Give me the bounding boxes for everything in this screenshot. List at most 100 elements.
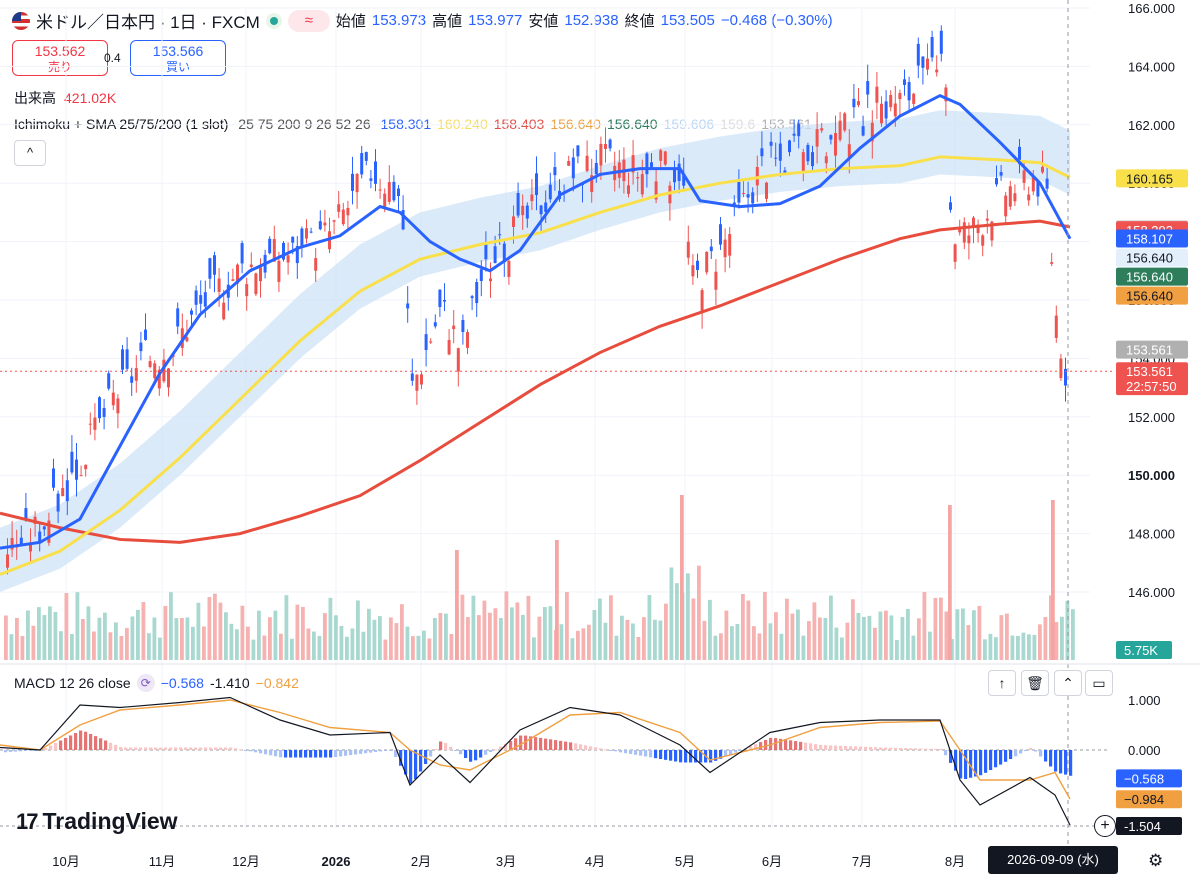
volume-bar	[257, 610, 261, 660]
time-tick-label: 12月	[232, 854, 259, 869]
collapse-pane-button[interactable]: ⌃	[1054, 670, 1082, 696]
macd-histogram-bar	[4, 750, 8, 753]
settings-loading-icon[interactable]: ⟳	[136, 674, 155, 692]
macd-histogram-bar	[644, 750, 648, 757]
candle-body	[663, 151, 667, 165]
sell-button[interactable]: 153.562 売り	[12, 40, 108, 76]
signal-line	[0, 699, 1071, 800]
volume-bar	[136, 609, 140, 660]
macd-histogram-bar	[924, 748, 928, 750]
volume-bar	[647, 594, 652, 660]
zoom-in-icon[interactable]: +	[1094, 815, 1116, 837]
price-axis[interactable]: 166.000 164.000 162.000 160.000 158.000 156.0…	[1128, 1, 1175, 600]
candle-body	[15, 546, 19, 548]
volume-bar	[620, 615, 624, 660]
candle-body	[783, 170, 787, 175]
candle-body	[300, 228, 304, 246]
delete-pane-button[interactable]: 🗑	[1021, 670, 1049, 696]
macd-histogram-bar	[84, 731, 88, 750]
macd-histogram-bar	[1059, 750, 1063, 774]
macd-histogram-bar	[294, 750, 298, 758]
macd-histogram-bar	[704, 750, 708, 763]
candle-body	[364, 152, 368, 161]
volume-bar	[394, 623, 399, 660]
macd-histogram-bar	[904, 748, 908, 750]
candle-body	[953, 244, 957, 262]
candle-body	[176, 308, 180, 327]
symbol-title[interactable]: 米ドル／日本円 · 1日 · FXCM	[36, 13, 260, 32]
candle-body	[107, 373, 111, 389]
macd-histogram-bar	[829, 745, 833, 750]
collapse-legend-button[interactable]: ^	[14, 140, 46, 166]
macd-histogram-bar	[799, 741, 803, 750]
time-axis[interactable]: 10月 11月 12月 2026 2月 3月 4月 5月 6月 7月 8月	[52, 854, 965, 869]
volume-bar	[273, 610, 278, 660]
macd-histogram-bar	[29, 750, 33, 751]
candle-body	[898, 93, 902, 100]
candle-body	[673, 168, 676, 183]
time-tick-label: 4月	[585, 854, 605, 869]
chart-settings-gear-icon[interactable]: ⚙	[1148, 851, 1164, 870]
macd-histogram-bar	[874, 747, 878, 750]
macd-histogram-bar	[169, 747, 173, 750]
volume-bar	[1060, 616, 1064, 660]
volume-bar	[812, 602, 817, 660]
macd-histogram-bar	[624, 750, 628, 754]
macd-label: -1.504	[1124, 819, 1161, 834]
macd-histogram-bar	[324, 750, 328, 758]
macd-histogram-bar	[599, 748, 603, 750]
volume-bar	[246, 626, 250, 660]
volume-bar	[664, 603, 668, 660]
volume-bar	[361, 631, 366, 660]
volume-bar	[367, 608, 371, 660]
candle-body	[56, 493, 60, 512]
macd-histogram-bar	[364, 750, 368, 754]
maximize-pane-button[interactable]: ▭	[1085, 670, 1113, 696]
candle-body	[148, 361, 152, 367]
macd-histogram-bar	[504, 743, 508, 750]
candle-body	[962, 222, 966, 243]
volume-bar	[818, 617, 822, 660]
candle-body	[613, 165, 617, 181]
candle-body	[870, 122, 874, 142]
wave-icon[interactable]: ≈	[287, 9, 330, 32]
candle-body	[502, 243, 506, 263]
volume-bar	[229, 623, 234, 660]
macd-histogram-bar	[494, 749, 498, 751]
candle-body	[29, 543, 32, 552]
candle-body	[75, 459, 78, 480]
candle-body	[691, 265, 695, 277]
volume-bar	[119, 636, 124, 660]
macd-histogram-bar	[899, 747, 903, 750]
candle-body	[374, 161, 377, 184]
candle-body	[958, 229, 962, 233]
volume-bar	[823, 617, 828, 660]
volume-bar	[658, 620, 663, 660]
macd-histogram-bar	[674, 750, 678, 762]
macd-histogram-bar	[144, 747, 148, 750]
candle-body	[1036, 181, 1040, 197]
macd-histogram-bar	[824, 745, 828, 750]
candle-body	[383, 193, 387, 209]
volume-bar	[961, 608, 965, 660]
candle-body	[291, 236, 295, 243]
macd-tick-label: 0.000	[1128, 743, 1161, 758]
candle-body	[893, 103, 897, 117]
macd-histogram-bar	[419, 750, 423, 772]
indicator-legend[interactable]: Ichimoku + SMA 25/75/200 (1 slot) 25 75 …	[14, 116, 824, 132]
buy-button[interactable]: 153.566 買い	[130, 40, 226, 76]
candle-body	[328, 231, 331, 250]
macd-legend[interactable]: MACD 12 26 close ⟳ −0.568 -1.410 −0.842	[14, 674, 299, 692]
crosshair-date: 2026-09-09 (水)	[988, 846, 1118, 874]
macd-histogram-bar	[449, 746, 453, 750]
move-up-button[interactable]: ↑	[988, 670, 1016, 696]
candle-body	[608, 139, 612, 149]
candle-body	[884, 101, 888, 119]
candle-body	[677, 163, 681, 181]
candle-body	[470, 296, 474, 299]
macd-histogram-bar	[864, 746, 868, 750]
macd-histogram-bar	[989, 750, 993, 771]
macd-histogram-bar	[519, 735, 523, 750]
candle-body	[263, 254, 267, 273]
time-tick-label: 11月	[149, 854, 176, 869]
